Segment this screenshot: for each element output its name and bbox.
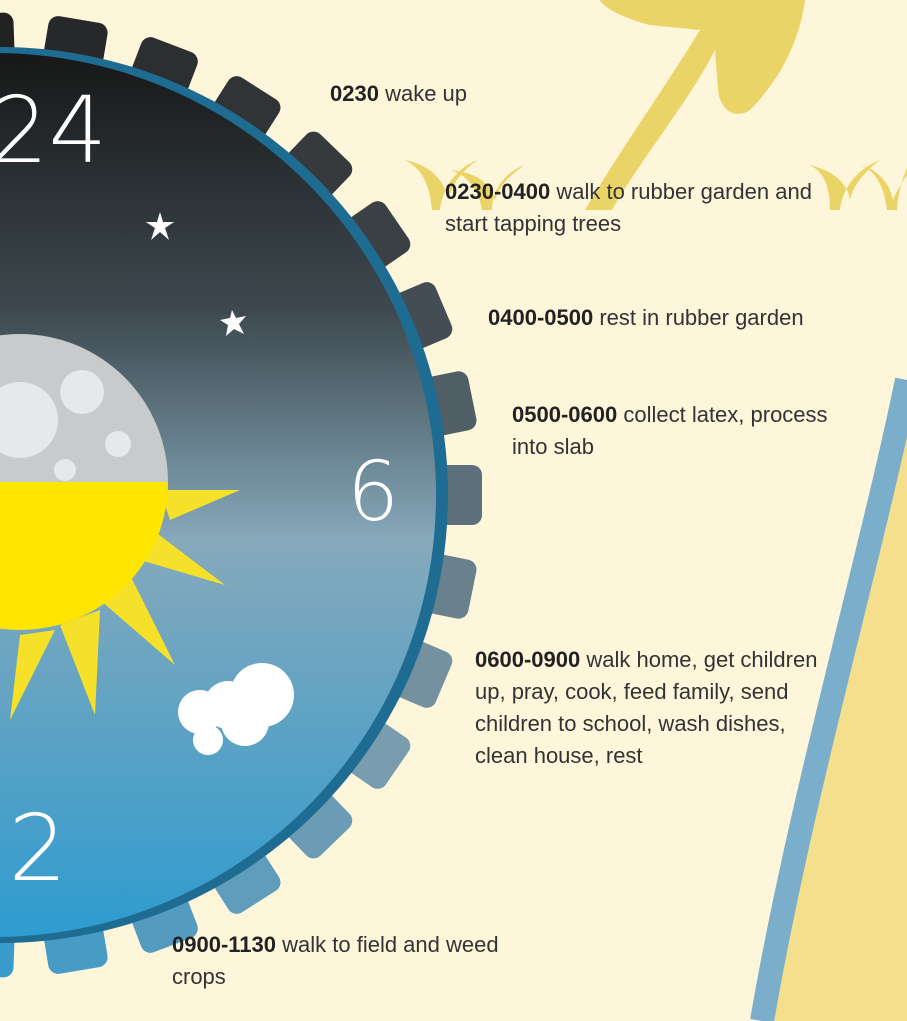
- entry-time: 0400-0500: [488, 305, 594, 330]
- grass: [405, 160, 907, 210]
- moon-craters: [0, 370, 131, 481]
- entry-time: 0900-1130: [172, 932, 276, 957]
- schedule-entry: 0900-1130 walk to field and weed crops: [172, 929, 502, 993]
- sun-rays: [10, 490, 240, 720]
- cloud: [178, 663, 294, 755]
- entry-text: wake up: [385, 81, 468, 106]
- entry-text: walk home, get children up, pray, cook, …: [475, 647, 818, 768]
- entry-text: walk to field and weed crops: [172, 932, 499, 989]
- blue-band: [750, 377, 907, 1021]
- stars: [146, 212, 246, 336]
- entry-text: rest in rubber garden: [599, 305, 804, 330]
- entry-time: 0600-0900: [475, 647, 581, 672]
- entry-text: walk to rubber garden and start tapping …: [445, 179, 812, 236]
- sun: [0, 482, 168, 630]
- clock-number: 24: [0, 77, 107, 184]
- schedule-entry: 0230 wake up: [330, 78, 730, 110]
- schedule-entry: 0600-0900 walk home, get children up, pr…: [475, 644, 820, 772]
- schedule-entry: 0230-0400 walk to rubber garden and star…: [445, 176, 815, 240]
- schedule-entry: 0500-0600 collect latex, process into sl…: [512, 399, 842, 463]
- entry-text: collect latex, process into slab: [512, 402, 828, 459]
- entry-time: 0230: [330, 81, 379, 106]
- entry-time: 0230-0400: [445, 179, 551, 204]
- clock-number: 12: [0, 795, 67, 902]
- clock-number: 6: [347, 445, 399, 540]
- entry-time: 0500-0600: [512, 402, 618, 427]
- schedule-entry: 0400-0500 rest in rubber garden: [488, 302, 828, 334]
- tapper-figure: [585, 0, 805, 210]
